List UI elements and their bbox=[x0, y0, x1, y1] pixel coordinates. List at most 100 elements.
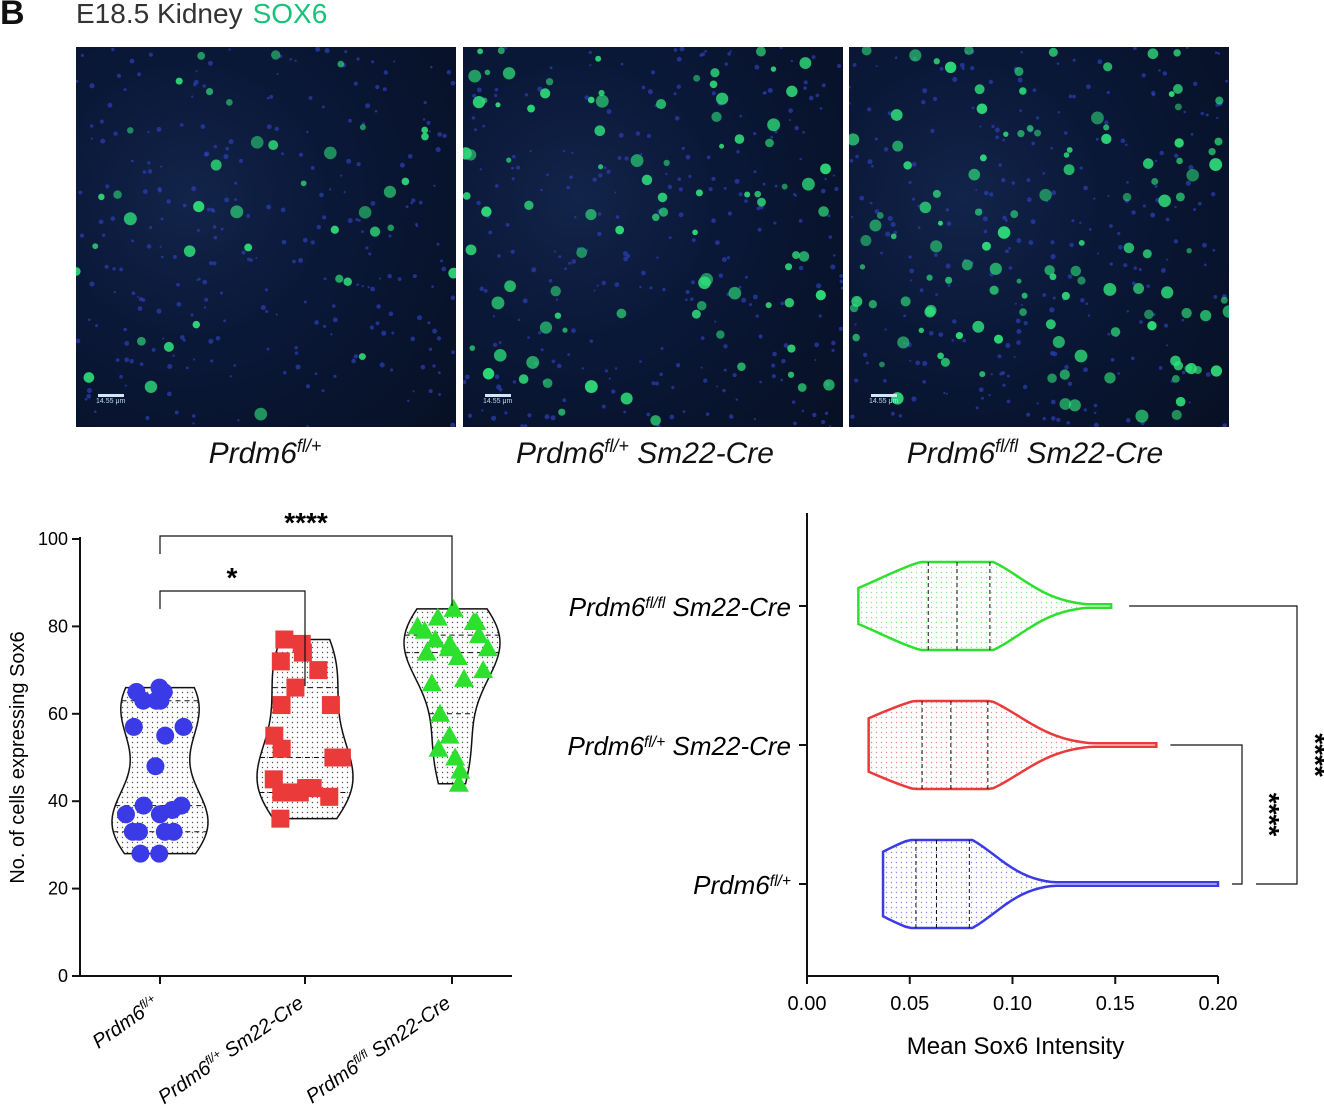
nucleus-dot bbox=[1031, 141, 1035, 146]
nucleus-dot bbox=[862, 352, 868, 357]
sox6-cell bbox=[892, 140, 904, 152]
nucleus-dot bbox=[887, 111, 892, 116]
nucleus-dot bbox=[739, 114, 743, 118]
nucleus-dot bbox=[1014, 302, 1017, 305]
stain-label: SOX6 bbox=[252, 0, 328, 29]
nucleus-dot bbox=[172, 255, 177, 259]
nucleus-dot bbox=[718, 273, 724, 278]
nucleus-dot bbox=[523, 424, 528, 427]
x-tick-label: Prdm6fl/fl Sm22-Cre bbox=[302, 991, 455, 1108]
nucleus-dot bbox=[494, 87, 499, 92]
nucleus-dot bbox=[699, 53, 703, 57]
nucleus-dot bbox=[752, 294, 758, 300]
data-point bbox=[447, 646, 468, 665]
nucleus-dot bbox=[80, 53, 84, 57]
nucleus-dot bbox=[824, 411, 829, 415]
nucleus-dot bbox=[498, 341, 502, 345]
sox6-cell bbox=[1019, 308, 1027, 316]
nucleus-dot bbox=[994, 127, 1000, 133]
nucleus-dot bbox=[1205, 113, 1209, 117]
sox6-cell bbox=[797, 383, 807, 392]
nucleus-dot bbox=[734, 178, 740, 184]
nucleus-dot bbox=[684, 298, 688, 302]
nucleus-dot bbox=[1142, 204, 1146, 208]
nucleus-dot bbox=[1002, 383, 1006, 387]
nucleus-dot bbox=[510, 166, 514, 170]
data-point bbox=[416, 642, 437, 661]
nucleus-dot bbox=[727, 52, 731, 56]
nucleus-dot bbox=[714, 240, 720, 245]
significance-label: **** bbox=[284, 507, 328, 538]
nucleus-dot bbox=[1160, 267, 1166, 273]
nucleus-dot bbox=[815, 93, 820, 98]
nucleus-dot bbox=[322, 324, 327, 328]
data-point bbox=[124, 717, 143, 736]
nucleus-dot bbox=[780, 378, 784, 382]
nucleus-dot bbox=[727, 211, 733, 216]
nucleus-dot bbox=[1133, 266, 1137, 270]
nucleus-dot bbox=[139, 362, 144, 367]
nucleus-dot bbox=[89, 83, 95, 89]
nucleus-dot bbox=[415, 222, 419, 226]
nucleus-dot bbox=[1131, 281, 1136, 286]
sox6-cell bbox=[504, 280, 516, 293]
nucleus-dot bbox=[436, 336, 442, 341]
nucleus-dot bbox=[193, 83, 197, 87]
sox6-cell bbox=[369, 226, 381, 237]
nucleus-dot bbox=[593, 289, 596, 292]
nucleus-dot bbox=[821, 83, 826, 88]
sox6-cell bbox=[734, 134, 745, 144]
nucleus-dot bbox=[700, 336, 705, 341]
nucleus-dot bbox=[744, 199, 748, 203]
sox6-cell bbox=[900, 296, 911, 307]
nucleus-dot bbox=[831, 348, 835, 353]
significance-label: * bbox=[227, 562, 238, 593]
sox6-cell bbox=[1122, 192, 1132, 202]
sox6-cell bbox=[754, 190, 762, 198]
nucleus-dot bbox=[855, 154, 859, 159]
nucleus-dot bbox=[524, 93, 529, 97]
nucleus-dot bbox=[266, 124, 272, 130]
sox6-cell bbox=[710, 68, 720, 78]
nucleus-dot bbox=[827, 214, 831, 218]
sox6-cell bbox=[562, 327, 568, 333]
nucleus-dot bbox=[393, 60, 396, 63]
nucleus-dot bbox=[885, 231, 891, 237]
nucleus-dot bbox=[365, 246, 369, 250]
nucleus-dot bbox=[589, 339, 594, 343]
sox6-cell bbox=[1168, 91, 1175, 98]
nucleus-dot bbox=[1165, 344, 1168, 347]
nucleus-dot bbox=[343, 191, 346, 194]
nucleus-dot bbox=[662, 287, 666, 292]
nucleus-dot bbox=[202, 84, 206, 88]
nucleus-dot bbox=[1094, 411, 1097, 415]
nucleus-dot bbox=[566, 185, 570, 190]
data-point bbox=[477, 638, 498, 657]
nucleus-dot bbox=[1183, 110, 1186, 114]
nucleus-dot bbox=[991, 124, 995, 129]
nucleus-dot bbox=[298, 152, 304, 157]
data-point bbox=[155, 822, 174, 841]
nucleus-dot bbox=[328, 188, 332, 191]
nucleus-dot bbox=[269, 94, 274, 99]
nucleus-dot bbox=[86, 393, 92, 399]
nucleus-dot bbox=[370, 286, 375, 292]
nucleus-dot bbox=[836, 63, 842, 69]
nucleus-dot bbox=[781, 358, 786, 364]
nucleus-dot bbox=[130, 159, 134, 163]
nucleus-dot bbox=[255, 256, 258, 259]
nucleus-dot bbox=[990, 373, 993, 376]
data-point bbox=[320, 787, 339, 806]
nucleus-dot bbox=[1192, 81, 1198, 87]
nucleus-dot bbox=[238, 158, 243, 163]
sox6-cell bbox=[598, 89, 605, 97]
nucleus-dot bbox=[405, 205, 409, 209]
nucleus-dot bbox=[529, 150, 532, 153]
nucleus-dot bbox=[622, 251, 628, 257]
nucleus-dot bbox=[382, 87, 387, 92]
nucleus-dot bbox=[677, 177, 682, 182]
sox6-cell bbox=[972, 320, 985, 333]
nucleus-dot bbox=[148, 52, 153, 57]
nucleus-dot bbox=[383, 70, 389, 75]
sox6-cell bbox=[955, 332, 963, 340]
